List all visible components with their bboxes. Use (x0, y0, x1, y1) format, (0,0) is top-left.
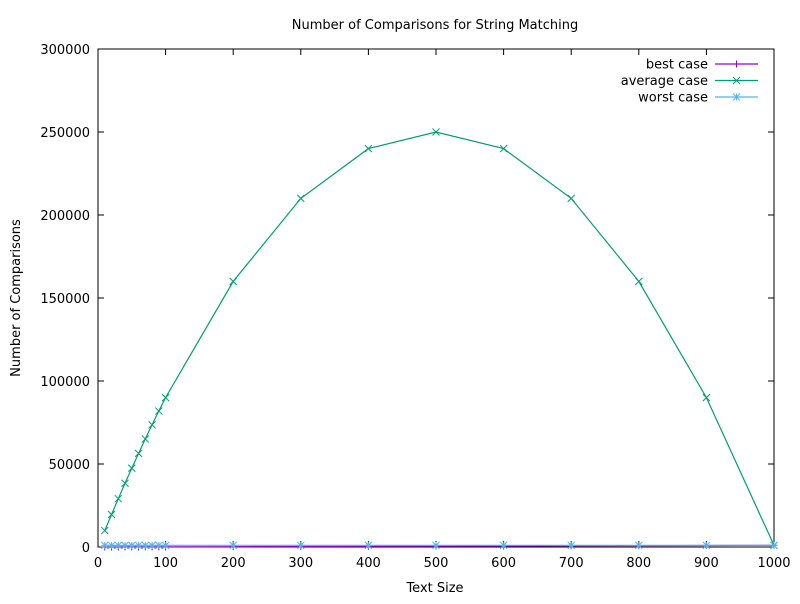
series-layer (100, 128, 778, 551)
y-tick-label: 250000 (40, 126, 90, 141)
x-tick-label: 900 (694, 556, 719, 571)
data-point (296, 194, 305, 203)
data-point (127, 541, 136, 550)
legend-marker (733, 60, 740, 68)
data-point (141, 435, 150, 443)
y-tick-label: 300000 (40, 43, 90, 58)
legend-label: worst case (638, 91, 708, 106)
data-point (432, 128, 440, 136)
data-point (499, 144, 508, 153)
x-tick-label: 400 (356, 556, 381, 571)
data-point (148, 420, 156, 429)
x-tick-label: 200 (221, 556, 246, 571)
data-point (229, 277, 238, 286)
data-point (154, 541, 163, 550)
y-tick-label: 50000 (49, 458, 90, 473)
data-point (499, 541, 508, 550)
y-tick-label: 0 (82, 541, 90, 556)
x-tick-label: 1000 (757, 556, 790, 571)
legend-item: worst case (638, 91, 758, 106)
x-tick-label: 700 (559, 556, 584, 571)
y-tick-label: 200000 (40, 209, 90, 224)
legend-marker (732, 76, 741, 85)
data-point (634, 541, 643, 550)
data-point (134, 541, 143, 550)
data-point (770, 541, 778, 550)
data-point (107, 541, 116, 550)
data-point (141, 541, 150, 550)
axis-ticks: 0 100 200 300 400 500 600 700 800 900 1000 0 50000 10… (40, 43, 790, 571)
x-tick-label: 100 (153, 556, 178, 571)
data-point (114, 494, 123, 503)
data-point (702, 541, 711, 550)
chart-title: Number of Comparisons for String Matchin… (292, 18, 578, 33)
legend-label: average case (621, 74, 708, 89)
legend-marker (732, 93, 741, 101)
data-point (364, 541, 373, 550)
data-point (134, 449, 143, 458)
data-point (114, 541, 123, 550)
legend-item: average case (621, 74, 758, 89)
y-tick-label: 150000 (40, 292, 90, 307)
x-tick-label: 500 (424, 556, 449, 571)
legend-label: best case (646, 58, 708, 73)
data-point (364, 144, 373, 153)
x-axis-label: Text Size (405, 581, 463, 596)
x-tick-label: 0 (94, 556, 102, 571)
data-point (296, 541, 305, 550)
data-point (107, 510, 116, 519)
data-point (567, 194, 576, 203)
x-tick-label: 600 (491, 556, 516, 571)
legend-item: best case (646, 58, 758, 73)
data-point (127, 464, 136, 473)
data-point (121, 479, 129, 488)
data-point (161, 541, 170, 550)
data-point (567, 541, 576, 550)
data-point (154, 407, 163, 415)
data-point (148, 541, 156, 550)
y-axis-label: Number of Comparisons (9, 219, 24, 377)
y-tick-label: 100000 (40, 375, 90, 390)
x-tick-label: 800 (626, 556, 651, 571)
data-point (702, 393, 711, 402)
data-point (229, 541, 238, 550)
data-point (161, 393, 170, 402)
data-point (432, 541, 440, 550)
series-worst-case (100, 541, 778, 550)
data-point (100, 541, 109, 550)
data-point (634, 277, 643, 286)
series-average-case (100, 128, 778, 550)
data-point (100, 526, 109, 535)
x-tick-label: 300 (288, 556, 313, 571)
data-point (121, 541, 129, 550)
